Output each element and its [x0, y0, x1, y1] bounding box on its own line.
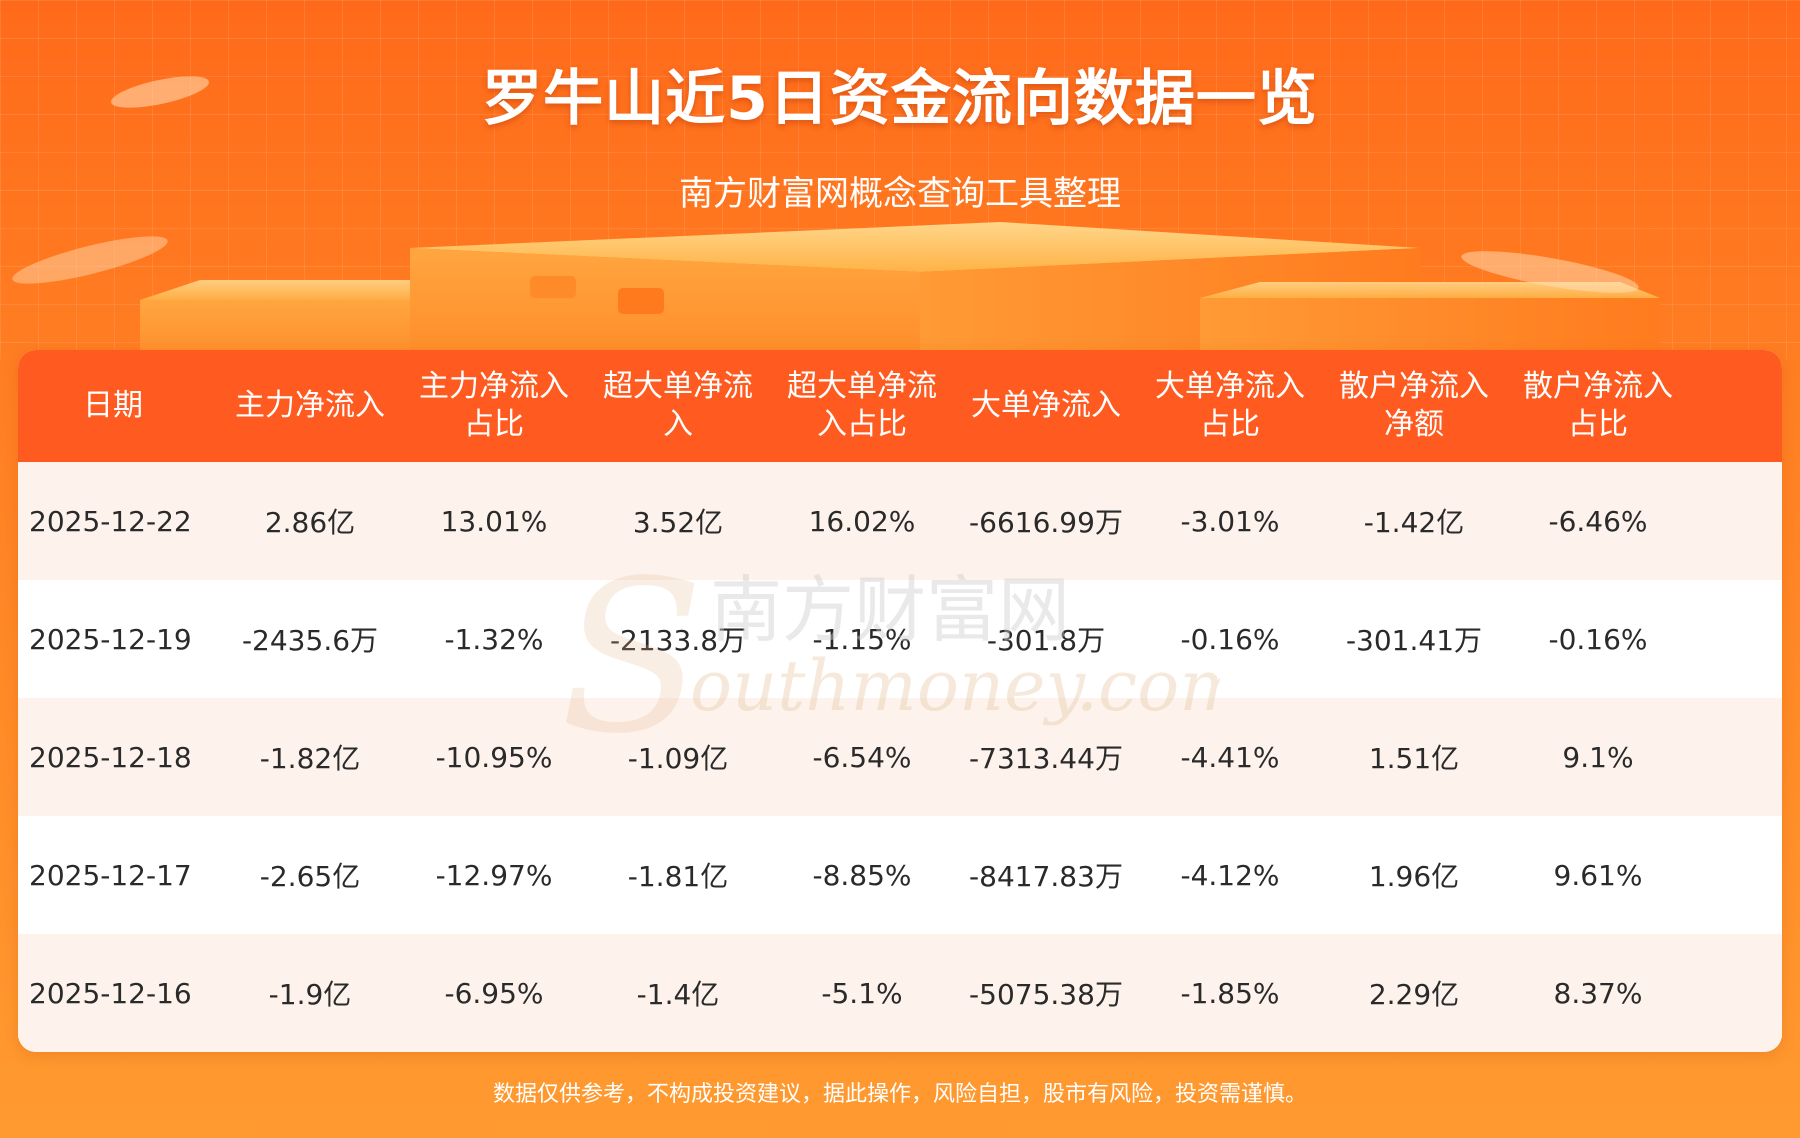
page-title: 罗牛山近5日资金流向数据一览 — [482, 64, 1318, 134]
table-cell: -6.95% — [444, 976, 544, 1010]
table-row: 2025-12-22 2.86亿 13.01% 3.52亿 16.02% -6616.99… — [18, 462, 1782, 580]
date-cell: 2025-12-22 — [29, 504, 192, 538]
column-header-3: 超大单净流入 — [603, 369, 753, 442]
table-cell: -5075.38万 — [969, 978, 1123, 1011]
table-cell: -1.9亿 — [268, 978, 352, 1011]
table-cell: -6.54% — [812, 740, 912, 774]
column-header-4: 超大单净流 入占比 — [787, 369, 937, 442]
column-header-6: 大单净流入 占比 — [1155, 369, 1305, 442]
date-cell: 2025-12-16 — [29, 976, 192, 1010]
table-cell: -10.95% — [435, 740, 553, 774]
table-cell: 9.1% — [1562, 740, 1634, 774]
table-cell: 1.96亿 — [1368, 860, 1460, 893]
table-cell: 8.37% — [1553, 976, 1643, 1010]
disclaimer: 数据仅供参考，不构成投资建议，据此操作，风险自担，股市有风险，投资需谨慎。 — [492, 1082, 1307, 1107]
column-header-5: 大单净流入 — [971, 388, 1121, 423]
table-cell: -3.01% — [1180, 504, 1280, 538]
table-cell: -1.15% — [812, 622, 912, 656]
table-cell: 3.52亿 — [632, 506, 724, 539]
table-cell: 2.29亿 — [1368, 978, 1460, 1011]
table-body: 2025-12-22 2.86亿 13.01% 3.52亿 16.02% -6616.99… — [18, 462, 1782, 1052]
date-cell: 2025-12-19 — [29, 622, 192, 656]
table-cell: 9.61% — [1553, 858, 1643, 892]
table-cell: -1.42亿 — [1363, 506, 1465, 539]
table-cell: -1.85% — [1180, 976, 1280, 1010]
table-cell: -1.4亿 — [636, 978, 720, 1011]
table-row: 2025-12-17 -2.65亿 -12.97% -1.81亿 -8.85% -8417… — [18, 816, 1782, 934]
table-cell: 2.86亿 — [264, 506, 356, 539]
table-cell: -4.12% — [1180, 858, 1280, 892]
table-cell: -6.46% — [1548, 504, 1648, 538]
table-cell: -4.41% — [1180, 740, 1280, 774]
table-cell: -12.97% — [435, 858, 553, 892]
table-row: 2025-12-16 -1.9亿 -6.95% -1.4亿 -5.1% -5075.38万… — [18, 934, 1782, 1052]
table-cell: -8417.83万 — [969, 860, 1123, 893]
table-cell: -2.65亿 — [259, 860, 361, 893]
page-subtitle: 南方财富网概念查询工具整理 — [679, 174, 1121, 214]
column-header-7: 散户净流入 净额 — [1339, 369, 1489, 442]
table-cell: -8.85% — [812, 858, 912, 892]
table-cell: -0.16% — [1180, 622, 1280, 656]
table-cell: -5.1% — [821, 976, 903, 1010]
column-header-0: 日期 — [83, 388, 143, 423]
fund-flow-table: 日期 主力净流入 主力净流入 占比 超大单净流入超大单净流 入占比 大单净流入 大单净流入 占比… — [18, 350, 1782, 1052]
column-header-2: 主力净流入 占比 — [419, 369, 569, 442]
table-cell: -2435.6万 — [241, 624, 379, 657]
table-cell: 1.51亿 — [1368, 742, 1460, 775]
table-cell: -2133.8万 — [609, 624, 747, 657]
column-header-1: 主力净流入 — [235, 388, 385, 423]
table-cell: 13.01% — [440, 504, 548, 538]
decorative-stage — [12, 76, 1660, 360]
table-row: 2025-12-19 -2435.6万 -1.32% -2133.8万 -1.15% -3… — [18, 580, 1782, 698]
date-cell: 2025-12-18 — [29, 740, 192, 774]
table-cell: -301.8万 — [986, 624, 1106, 657]
table-cell: -1.81亿 — [627, 860, 729, 893]
table-cell: -1.32% — [444, 622, 544, 656]
date-cell: 2025-12-17 — [29, 858, 192, 892]
table-header: 日期 主力净流入 主力净流入 占比 超大单净流入超大单净流 入占比 大单净流入 大单净流入 占比… — [18, 350, 1782, 462]
table-cell: -301.41万 — [1345, 624, 1483, 657]
table-cell: -6616.99万 — [969, 506, 1123, 539]
table-cell: -7313.44万 — [969, 742, 1123, 775]
table-cell: 16.02% — [808, 504, 916, 538]
table-cell: -1.09亿 — [627, 742, 729, 775]
table-row: 2025-12-18 -1.82亿 -10.95% -1.09亿 -6.54% -7313… — [18, 698, 1782, 816]
column-header-8: 散户净流入 占比 — [1523, 369, 1673, 442]
table-cell: -0.16% — [1548, 622, 1648, 656]
table-cell: -1.82亿 — [259, 742, 361, 775]
